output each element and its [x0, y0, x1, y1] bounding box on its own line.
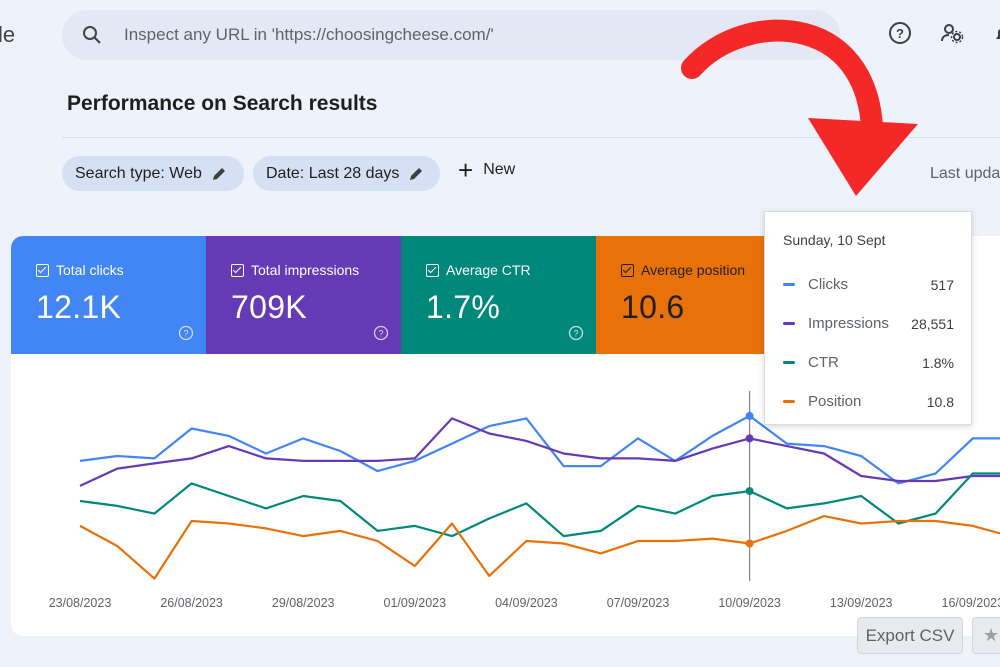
tooltip-series-value: 517 — [930, 276, 954, 293]
tooltip-series-name: Impressions — [808, 315, 889, 332]
highlight-point-ctr — [745, 487, 754, 496]
last-updated-text: Last upda — [930, 165, 1000, 182]
x-tick-label: 01/09/2023 — [384, 596, 447, 610]
series-line-impressions[interactable] — [79, 417, 1000, 487]
highlight-point-position — [745, 539, 754, 548]
series-swatch — [783, 400, 795, 403]
metric-label: Total impressions — [251, 262, 360, 278]
performance-line-chart[interactable]: 23/08/2023 26/08/2023 29/08/2023 01/09/2023… — [11, 236, 1000, 636]
x-tick-label: 29/08/2023 — [272, 596, 335, 610]
series-line-ctr[interactable] — [79, 472, 1000, 538]
svg-text:?: ? — [573, 329, 578, 339]
new-label: New — [483, 161, 516, 178]
user-settings-icon[interactable] — [940, 21, 964, 45]
x-tick-label: 13/09/2023 — [830, 596, 893, 610]
tooltip-row-clicks: Clicks 517 — [783, 265, 954, 304]
x-tick-label: 16/09/2023 — [942, 596, 1000, 610]
checkbox-icon[interactable] — [231, 263, 244, 277]
metric-label: Total clicks — [56, 262, 124, 278]
tooltip-row-ctr: CTR 1.8% — [783, 343, 954, 382]
svg-text:?: ? — [183, 329, 188, 339]
svg-text:?: ? — [378, 329, 383, 339]
plus-icon: + — [458, 155, 474, 185]
search-icon — [83, 26, 101, 44]
header-divider — [62, 137, 1000, 138]
logo-fragment: le — [0, 22, 16, 47]
chart-tooltip: Sunday, 10 Sept Clicks 517 Impressions 28,… — [764, 211, 972, 425]
x-tick-label: 04/09/2023 — [495, 596, 558, 610]
tooltip-series-value: 10.8 — [926, 393, 954, 410]
x-tick-label: 07/09/2023 — [607, 596, 670, 610]
x-tick-label: 23/08/2023 — [49, 596, 112, 610]
new-filter-button[interactable]: + New — [458, 155, 516, 185]
checkbox-icon[interactable] — [621, 263, 634, 277]
url-inspect-search[interactable]: Inspect any URL in 'https://choosingchee… — [62, 10, 840, 60]
checkbox-icon[interactable] — [36, 263, 49, 277]
help-icon[interactable]: ? — [568, 325, 584, 341]
filter-label: Search type: Web — [75, 164, 202, 182]
metric-total-clicks[interactable]: Total clicks 12.1K ? — [11, 236, 206, 354]
x-tick-label: 26/08/2023 — [160, 596, 223, 610]
tooltip-series-value: 1.8% — [922, 354, 954, 371]
search-placeholder[interactable]: Inspect any URL in 'https://choosingchee… — [124, 25, 494, 44]
edit-pencil-icon — [212, 167, 225, 180]
series-line-clicks[interactable] — [79, 414, 1000, 485]
metric-average-ctr[interactable]: Average CTR 1.7% ? — [401, 236, 596, 354]
help-icon[interactable]: ? — [178, 325, 194, 341]
highlight-point-clicks — [745, 411, 754, 420]
page-title: Performance on Search results — [67, 92, 378, 115]
checkbox-icon[interactable] — [426, 263, 439, 277]
series-line-position[interactable] — [79, 515, 1000, 580]
performance-card: Total clicks 12.1K ? Total impressions 7… — [11, 236, 1000, 636]
tooltip-row-impressions: Impressions 28,551 — [783, 304, 954, 343]
metric-label: Average CTR — [446, 262, 531, 278]
series-swatch — [783, 283, 795, 286]
tooltip-date: Sunday, 10 Sept — [783, 232, 886, 248]
svg-text:?: ? — [896, 26, 904, 41]
help-icon[interactable]: ? — [888, 21, 912, 45]
filter-date-range[interactable]: Date: Last 28 days — [253, 156, 440, 191]
tooltip-series-name: CTR — [808, 354, 839, 371]
filter-label: Date: Last 28 days — [266, 164, 400, 182]
metric-total-impressions[interactable]: Total impressions 709K ? — [206, 236, 401, 354]
x-tick-label: 10/09/2023 — [718, 596, 781, 610]
export-csv-button[interactable]: Export CSV — [857, 617, 963, 654]
series-swatch — [783, 322, 795, 325]
tooltip-series-name: Clicks — [808, 276, 848, 293]
help-icon[interactable]: ? — [373, 325, 389, 341]
notifications-icon[interactable] — [992, 21, 1000, 45]
metric-value: 10.6 — [621, 289, 685, 325]
metric-value: 709K — [231, 289, 307, 325]
metric-average-position[interactable]: Average position 10.6 — [596, 236, 776, 354]
metric-value: 1.7% — [426, 289, 501, 325]
tooltip-series-value: 28,551 — [911, 315, 954, 332]
star-button[interactable]: ★ — [972, 617, 1000, 654]
metric-value: 12.1K — [36, 289, 122, 325]
filter-search-type[interactable]: Search type: Web — [62, 156, 244, 191]
tooltip-series-name: Position — [808, 393, 862, 410]
highlight-point-impressions — [745, 434, 754, 443]
metric-label: Average position — [641, 262, 746, 278]
edit-pencil-icon — [410, 167, 423, 180]
tooltip-row-position: Position 10.8 — [783, 382, 954, 421]
series-swatch — [783, 361, 795, 364]
